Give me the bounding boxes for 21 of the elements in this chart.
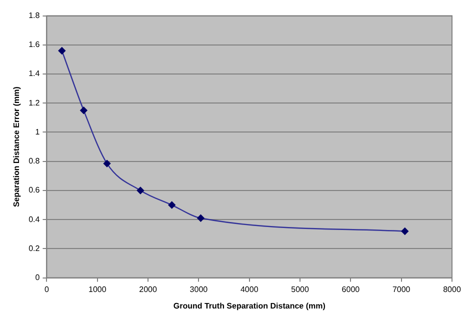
y-tick-label: 0.8 [28, 156, 40, 166]
x-tick-label: 7000 [392, 284, 411, 294]
y-tick-label: 0.2 [28, 244, 40, 253]
y-tick-label: 1.6 [28, 40, 40, 50]
x-tick-label: 0 [44, 284, 50, 294]
x-axis-title: Ground Truth Separation Distance (mm) [173, 301, 326, 310]
y-tick-label: 1.8 [28, 11, 40, 20]
x-tick-label: 4000 [240, 284, 259, 294]
y-tick-label: 1 [35, 127, 40, 136]
y-tick-label: 0 [35, 273, 40, 282]
y-tick-label: 1.2 [28, 98, 40, 108]
y-tick-label: 1.4 [28, 69, 40, 78]
x-tick-label: 8000 [443, 284, 462, 294]
x-tick-label: 2000 [139, 284, 158, 294]
x-tick-label: 3000 [190, 284, 208, 294]
x-tick-label: 6000 [342, 284, 360, 294]
x-tick-label: 1000 [88, 284, 107, 294]
y-tick-label: 0.6 [28, 186, 40, 195]
y-axis-title: Separation Distance Error (mm) [12, 86, 22, 208]
y-tick-label: 0.4 [28, 214, 40, 224]
x-tick-label: 5000 [291, 284, 310, 294]
